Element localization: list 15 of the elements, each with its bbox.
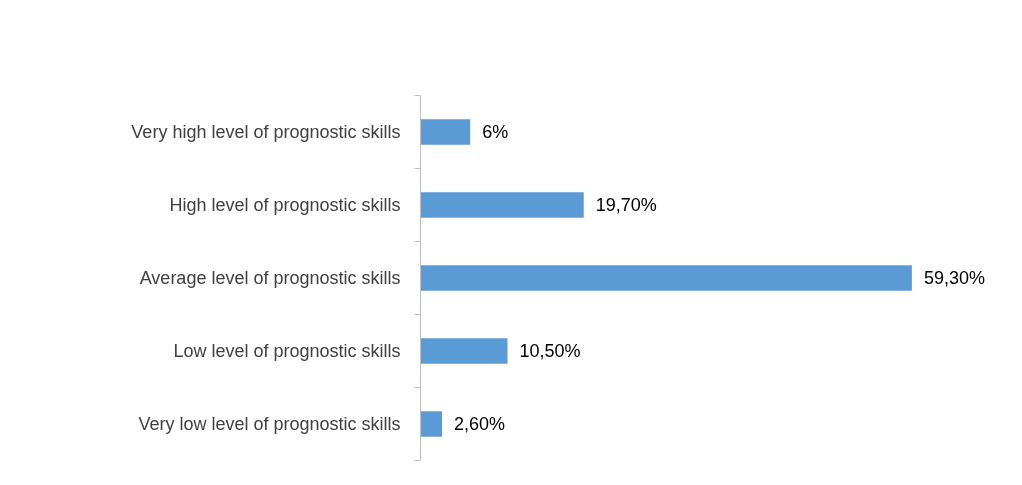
bar — [420, 119, 471, 145]
y-tick-label: High level of prognostic skills — [169, 195, 401, 215]
data-label: 19,70% — [595, 195, 657, 215]
y-tick-label: Very low level of prognostic skills — [138, 414, 401, 434]
data-label: 10,50% — [519, 341, 581, 361]
bar — [420, 192, 584, 218]
bar — [420, 265, 912, 291]
data-label: 6% — [482, 122, 509, 142]
bar — [420, 338, 508, 364]
y-tick-label: Low level of prognostic skills — [173, 341, 401, 361]
data-label: 59,30% — [923, 268, 985, 288]
bar — [420, 411, 443, 437]
y-tick-label: Very high level of prognostic skills — [131, 122, 401, 142]
data-label: 2,60% — [454, 414, 506, 434]
y-tick-label: Average level of prognostic skills — [139, 268, 401, 288]
